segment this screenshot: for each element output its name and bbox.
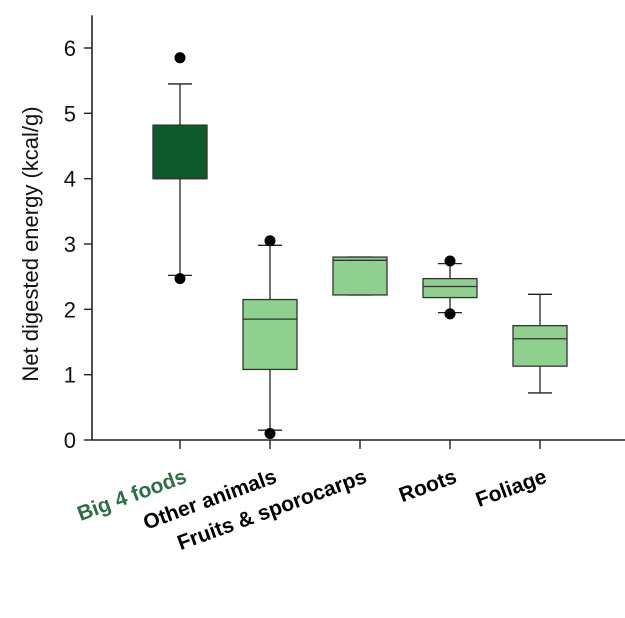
box bbox=[512, 325, 568, 367]
outlier-point bbox=[444, 255, 456, 267]
y-tick-label: 1 bbox=[64, 363, 76, 388]
y-tick-label: 3 bbox=[64, 232, 76, 257]
plot-marks bbox=[152, 52, 568, 439]
y-tick-label: 0 bbox=[64, 428, 76, 453]
x-tick-label: Foliage bbox=[473, 465, 550, 512]
y-tick-label: 4 bbox=[64, 167, 76, 192]
x-tick-label: Roots bbox=[396, 465, 460, 507]
y-tick-label: 6 bbox=[64, 36, 76, 61]
outlier-point bbox=[174, 273, 186, 285]
outlier-point bbox=[264, 427, 276, 439]
box bbox=[422, 277, 478, 299]
box bbox=[332, 256, 388, 296]
box bbox=[242, 298, 298, 371]
outlier-point bbox=[444, 308, 456, 320]
y-axis-label: Net digested energy (kcal/g) bbox=[18, 106, 43, 381]
y-tick-label: 2 bbox=[64, 297, 76, 322]
y-tick-label: 5 bbox=[64, 101, 76, 126]
outlier-point bbox=[174, 52, 186, 64]
axes bbox=[84, 15, 625, 449]
box bbox=[152, 124, 208, 180]
outlier-point bbox=[264, 235, 276, 247]
